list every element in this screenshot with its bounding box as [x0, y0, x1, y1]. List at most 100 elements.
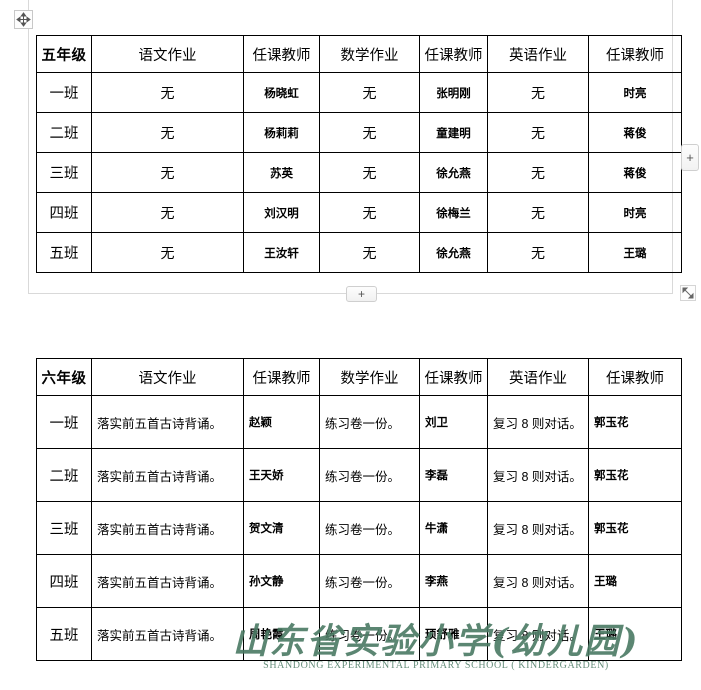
cell-english-teacher[interactable]: 王璐 — [588, 607, 682, 661]
table-row[interactable]: 四班 无 刘汉明 无 徐梅兰 无 时亮 — [36, 192, 682, 233]
cell-math-teacher[interactable]: 徐梅兰 — [419, 192, 488, 233]
cell-math-homework[interactable]: 无 — [319, 232, 420, 273]
cell-class[interactable]: 五班 — [36, 232, 92, 273]
table-move-handle[interactable] — [14, 10, 33, 29]
cell-math-homework[interactable]: 无 — [319, 112, 420, 153]
cell-chinese-teacher[interactable]: 周艳霞 — [243, 607, 320, 661]
resize-diagonal-icon — [682, 287, 694, 299]
cell-chinese-teacher[interactable]: 贺文清 — [243, 501, 320, 555]
table-header-row: 六年级 语文作业 任课教师 数学作业 任课教师 英语作业 任课教师 — [36, 358, 682, 396]
table-grade5[interactable]: 五年级 语文作业 任课教师 数学作业 任课教师 英语作业 任课教师 一班 无 杨… — [36, 35, 682, 273]
move-cross-icon — [16, 12, 31, 27]
cell-class[interactable]: 四班 — [36, 554, 92, 608]
cell-math-homework[interactable]: 无 — [319, 72, 420, 113]
cell-english-homework[interactable]: 复习 8 则对话。 — [487, 607, 589, 661]
header-cell-math-teacher: 任课教师 — [419, 35, 488, 73]
cell-english-teacher[interactable]: 郭玉花 — [588, 448, 682, 502]
cell-chinese-teacher[interactable]: 赵颖 — [243, 395, 320, 449]
cell-chinese-homework[interactable]: 无 — [91, 72, 244, 113]
cell-chinese-teacher[interactable]: 杨莉莉 — [243, 112, 320, 153]
header-cell-math-homework: 数学作业 — [319, 35, 420, 73]
cell-math-homework[interactable]: 无 — [319, 192, 420, 233]
cell-english-homework[interactable]: 无 — [487, 72, 589, 113]
table-row[interactable]: 一班 无 杨晓虹 无 张明刚 无 时亮 — [36, 72, 682, 113]
add-row-button[interactable]: + — [346, 286, 377, 302]
cell-class[interactable]: 二班 — [36, 448, 92, 502]
cell-english-homework[interactable]: 复习 8 则对话。 — [487, 501, 589, 555]
cell-english-homework[interactable]: 无 — [487, 232, 589, 273]
cell-chinese-homework[interactable]: 无 — [91, 112, 244, 153]
table-resize-handle[interactable] — [680, 285, 696, 301]
cell-chinese-teacher[interactable]: 王汝轩 — [243, 232, 320, 273]
table-row[interactable]: 三班 落实前五首古诗背诵。 贺文清 练习卷一份。 牛潇 复习 8 则对话。 郭玉… — [36, 501, 682, 555]
cell-english-teacher[interactable]: 王璐 — [588, 232, 682, 273]
header-cell-chinese-teacher: 任课教师 — [243, 35, 320, 73]
cell-class[interactable]: 五班 — [36, 607, 92, 661]
table-row[interactable]: 二班 落实前五首古诗背诵。 王天娇 练习卷一份。 李磊 复习 8 则对话。 郭玉… — [36, 448, 682, 502]
cell-english-teacher[interactable]: 郭玉花 — [588, 501, 682, 555]
table-row[interactable]: 一班 落实前五首古诗背诵。 赵颖 练习卷一份。 刘卫 复习 8 则对话。 郭玉花 — [36, 395, 682, 449]
cell-english-homework[interactable]: 无 — [487, 152, 589, 193]
cell-math-homework[interactable]: 练习卷一份。 — [319, 395, 420, 449]
cell-english-teacher[interactable]: 郭玉花 — [588, 395, 682, 449]
cell-math-homework[interactable]: 练习卷一份。 — [319, 607, 420, 661]
cell-math-homework[interactable]: 无 — [319, 152, 420, 193]
header-cell-chinese-teacher: 任课教师 — [243, 358, 320, 396]
cell-chinese-homework[interactable]: 无 — [91, 232, 244, 273]
cell-english-teacher[interactable]: 时亮 — [588, 192, 682, 233]
table-grade6[interactable]: 六年级 语文作业 任课教师 数学作业 任课教师 英语作业 任课教师 一班 落实前… — [36, 358, 682, 661]
watermark-english-text: SHANDONG EXPERIMENTAL PRIMARY SCHOOL ( K… — [263, 660, 609, 671]
cell-chinese-homework[interactable]: 无 — [91, 192, 244, 233]
cell-chinese-homework[interactable]: 落实前五首古诗背诵。 — [91, 501, 244, 555]
table-row[interactable]: 五班 落实前五首古诗背诵。 周艳霞 练习卷一份。 顼舒雅 复习 8 则对话。 王… — [36, 607, 682, 661]
cell-english-homework[interactable]: 无 — [487, 192, 589, 233]
cell-chinese-homework[interactable]: 无 — [91, 152, 244, 193]
header-cell-english-homework: 英语作业 — [487, 358, 589, 396]
cell-chinese-teacher[interactable]: 苏英 — [243, 152, 320, 193]
table-row[interactable]: 四班 落实前五首古诗背诵。 孙文静 练习卷一份。 李燕 复习 8 则对话。 王璐 — [36, 554, 682, 608]
cell-class[interactable]: 三班 — [36, 501, 92, 555]
cell-math-teacher[interactable]: 童建明 — [419, 112, 488, 153]
cell-english-teacher[interactable]: 时亮 — [588, 72, 682, 113]
cell-english-teacher[interactable]: 王璐 — [588, 554, 682, 608]
cell-math-teacher[interactable]: 刘卫 — [419, 395, 488, 449]
cell-english-homework[interactable]: 无 — [487, 112, 589, 153]
cell-chinese-homework[interactable]: 落实前五首古诗背诵。 — [91, 607, 244, 661]
add-column-button[interactable]: + — [681, 144, 699, 171]
cell-chinese-homework[interactable]: 落实前五首古诗背诵。 — [91, 554, 244, 608]
cell-math-teacher[interactable]: 李燕 — [419, 554, 488, 608]
cell-english-homework[interactable]: 复习 8 则对话。 — [487, 395, 589, 449]
cell-math-teacher[interactable]: 徐允燕 — [419, 232, 488, 273]
header-cell-grade: 六年级 — [36, 358, 92, 396]
cell-chinese-homework[interactable]: 落实前五首古诗背诵。 — [91, 448, 244, 502]
cell-english-homework[interactable]: 复习 8 则对话。 — [487, 448, 589, 502]
cell-class[interactable]: 一班 — [36, 72, 92, 113]
header-cell-math-teacher: 任课教师 — [419, 358, 488, 396]
cell-chinese-teacher[interactable]: 孙文静 — [243, 554, 320, 608]
cell-chinese-homework[interactable]: 落实前五首古诗背诵。 — [91, 395, 244, 449]
cell-chinese-teacher[interactable]: 杨晓虹 — [243, 72, 320, 113]
table-row[interactable]: 二班 无 杨莉莉 无 童建明 无 蒋俊 — [36, 112, 682, 153]
cell-math-homework[interactable]: 练习卷一份。 — [319, 554, 420, 608]
cell-chinese-teacher[interactable]: 刘汉明 — [243, 192, 320, 233]
cell-math-teacher[interactable]: 徐允燕 — [419, 152, 488, 193]
table-row[interactable]: 三班 无 苏英 无 徐允燕 无 蒋俊 — [36, 152, 682, 193]
cell-class[interactable]: 三班 — [36, 152, 92, 193]
cell-chinese-teacher[interactable]: 王天娇 — [243, 448, 320, 502]
cell-math-teacher[interactable]: 李磊 — [419, 448, 488, 502]
cell-math-homework[interactable]: 练习卷一份。 — [319, 448, 420, 502]
cell-english-homework[interactable]: 复习 8 则对话。 — [487, 554, 589, 608]
table-row[interactable]: 五班 无 王汝轩 无 徐允燕 无 王璐 — [36, 232, 682, 273]
cell-class[interactable]: 四班 — [36, 192, 92, 233]
header-cell-chinese-homework: 语文作业 — [91, 35, 244, 73]
cell-math-homework[interactable]: 练习卷一份。 — [319, 501, 420, 555]
cell-math-teacher[interactable]: 顼舒雅 — [419, 607, 488, 661]
table-header-row: 五年级 语文作业 任课教师 数学作业 任课教师 英语作业 任课教师 — [36, 35, 682, 73]
cell-english-teacher[interactable]: 蒋俊 — [588, 152, 682, 193]
cell-class[interactable]: 二班 — [36, 112, 92, 153]
cell-math-teacher[interactable]: 牛潇 — [419, 501, 488, 555]
cell-class[interactable]: 一班 — [36, 395, 92, 449]
cell-math-teacher[interactable]: 张明刚 — [419, 72, 488, 113]
cell-english-teacher[interactable]: 蒋俊 — [588, 112, 682, 153]
